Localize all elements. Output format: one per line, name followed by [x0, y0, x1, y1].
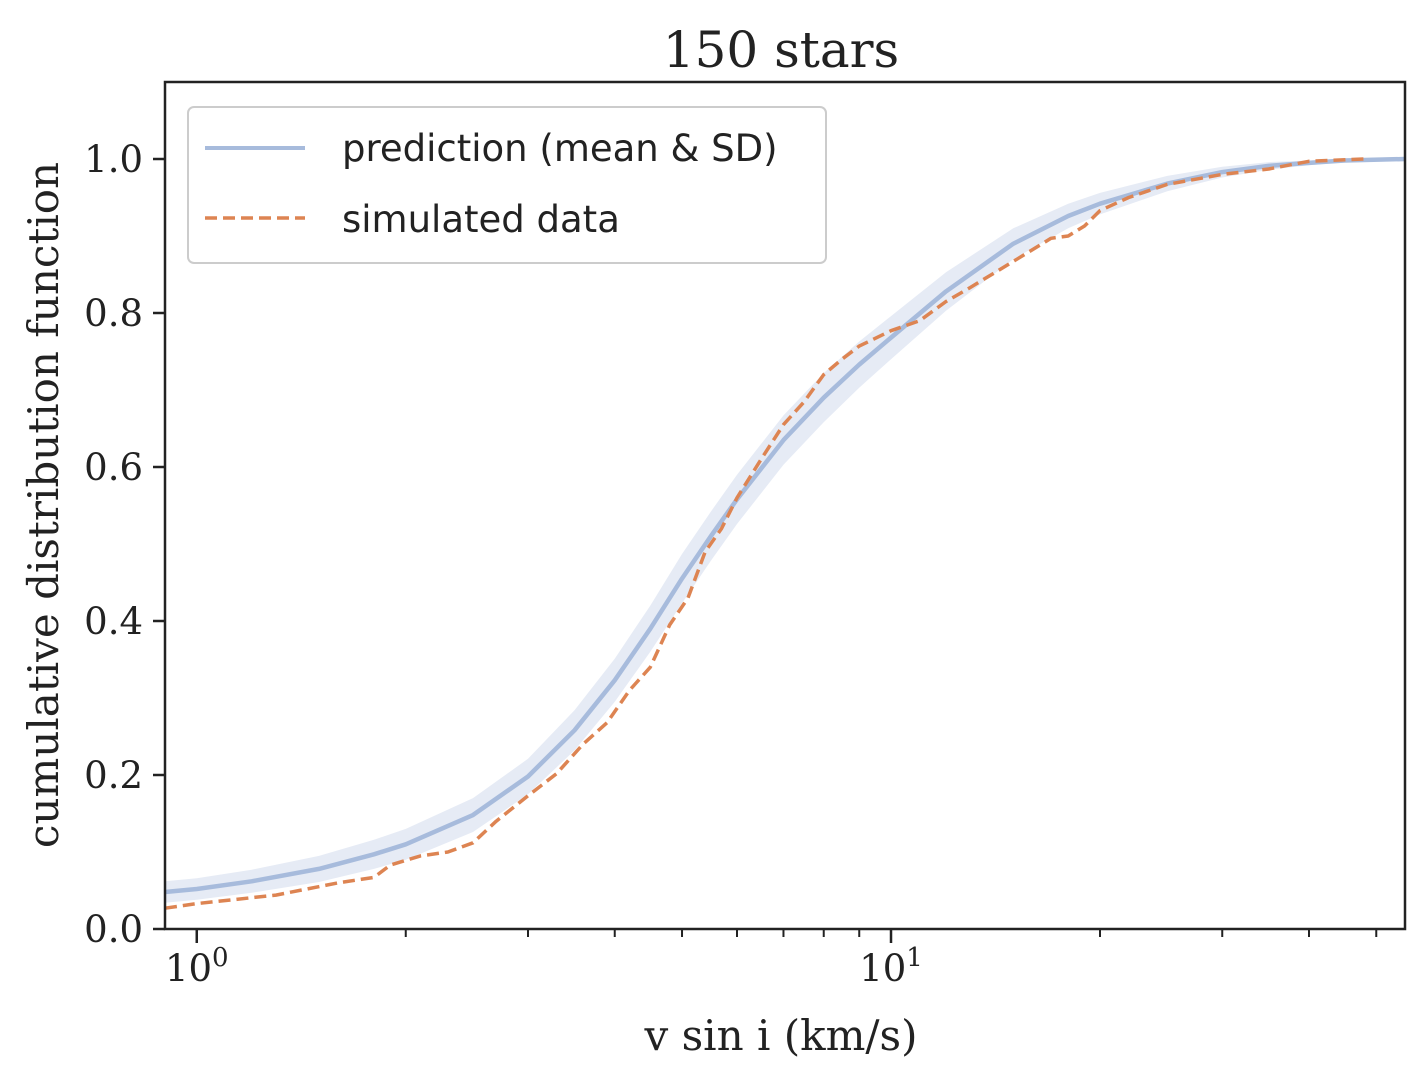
- prediction-mean-line: [164, 156, 1406, 895]
- legend: prediction (mean & SD) simulated data: [187, 106, 827, 264]
- x-tick-label: 101: [859, 943, 923, 990]
- axes-frame: [163, 80, 1407, 931]
- y-tick-label: 0.2: [84, 754, 143, 797]
- simulated-data-line: [164, 157, 1365, 910]
- y-axis-label: cumulative distribution function: [19, 162, 68, 848]
- y-tick-label: 0.6: [84, 446, 143, 489]
- y-tick-label: 0.0: [84, 908, 143, 951]
- y-tick-label: 0.4: [84, 600, 143, 643]
- x-axis-ticks: 100 101: [165, 929, 1378, 990]
- y-tick-label: 0.8: [84, 292, 143, 335]
- x-axis-label: v sin i (km/s): [644, 1011, 918, 1060]
- x-tick-label: 100: [165, 943, 229, 990]
- y-tick-label: 1.0: [84, 138, 143, 181]
- legend-simulated-label: simulated data: [342, 198, 620, 241]
- y-axis-ticks: 0.0 0.2 0.4 0.6 0.8 1.0: [84, 138, 165, 951]
- legend-box: [187, 106, 827, 264]
- prediction-sd-band: [165, 159, 1405, 903]
- chart-title: 150 stars: [663, 21, 899, 79]
- plot-area: [164, 156, 1406, 910]
- legend-prediction-label: prediction (mean & SD): [342, 127, 778, 170]
